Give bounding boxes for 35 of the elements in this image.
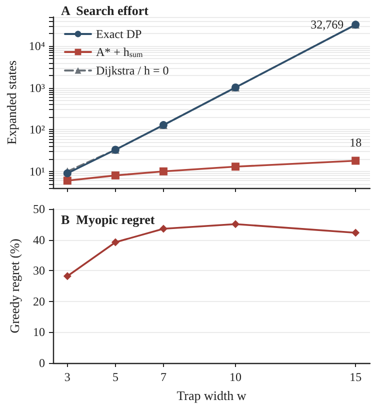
data-label: 18	[350, 136, 362, 150]
x-tick-label: 5	[112, 370, 118, 384]
y-axis-title: Greedy regret (%)	[7, 238, 22, 334]
point	[159, 224, 168, 233]
y-tick-label: 20	[33, 294, 45, 308]
y-tick-label: 10	[33, 325, 45, 340]
x-tick-label: 3	[64, 370, 70, 384]
chart-title: A Search effort	[61, 3, 150, 18]
point	[352, 228, 360, 237]
chart-title: B Myopic regret	[61, 212, 156, 227]
y-tick-label: 0	[39, 356, 45, 370]
point	[63, 272, 72, 280]
legend-label: Dijkstra / h = 0	[96, 64, 169, 78]
point	[159, 167, 168, 176]
point	[232, 220, 240, 228]
y-axis-title: Expanded states	[4, 60, 19, 145]
y-tick-label: 10²	[29, 122, 46, 137]
y-tick-label: 50	[33, 202, 45, 216]
point	[63, 176, 72, 185]
legend-label: A* + hsum	[96, 45, 144, 59]
point	[111, 171, 120, 180]
y-tick-label: 10¹	[29, 164, 46, 178]
y-tick-label: 40	[33, 232, 45, 247]
y-tick-label: 30	[33, 264, 45, 278]
y-tick-label: 10⁴	[28, 39, 45, 54]
x-axis-title: Trap width w	[176, 388, 247, 403]
data-label: 32,769	[310, 18, 344, 32]
point	[111, 238, 120, 246]
x-tick-label: 10	[230, 370, 242, 384]
y-tick-label: 10³	[29, 80, 46, 95]
point	[352, 156, 360, 165]
legend-label: Exact DP	[96, 27, 142, 41]
x-tick-label: 15	[350, 370, 362, 384]
point	[232, 162, 240, 171]
x-tick-label: 7	[160, 370, 166, 384]
